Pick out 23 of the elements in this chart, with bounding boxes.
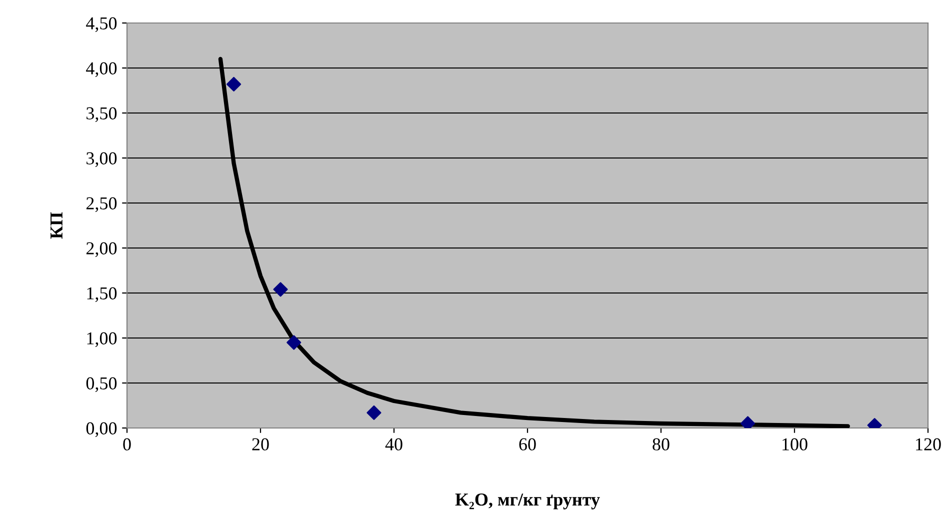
y-tick-label: 0,50 — [86, 377, 117, 392]
x-axis-title: K₂O, мг/кг ґрунту — [455, 494, 600, 510]
x-tick-label: 0 — [123, 438, 131, 450]
point — [226, 76, 242, 92]
y-axis-title: КП — [50, 212, 62, 239]
y-tick-label: 3,50 — [86, 107, 117, 122]
y-tick-label: 2,00 — [86, 242, 117, 258]
y-tick-label: 4,00 — [86, 62, 117, 78]
point — [366, 405, 382, 420]
point — [273, 282, 288, 297]
y-tick-label: 3,00 — [86, 152, 117, 168]
y-tick-label: 1,50 — [87, 287, 117, 302]
x-tick-label: 80 — [652, 438, 670, 450]
point — [286, 335, 302, 350]
x-tick-label: 20 — [252, 438, 269, 450]
y-tick-label: 1,00 — [87, 332, 117, 348]
y-tick-label: 4,50 — [86, 17, 117, 32]
x-tick-label: 40 — [385, 438, 402, 450]
y-tick-label: 0,00 — [86, 422, 117, 438]
y-tick-label: 2,50 — [86, 197, 117, 212]
x-tick-label: 60 — [519, 438, 536, 450]
x-tick-label: 100 — [782, 438, 808, 450]
x-tick-label: 120 — [916, 438, 941, 450]
